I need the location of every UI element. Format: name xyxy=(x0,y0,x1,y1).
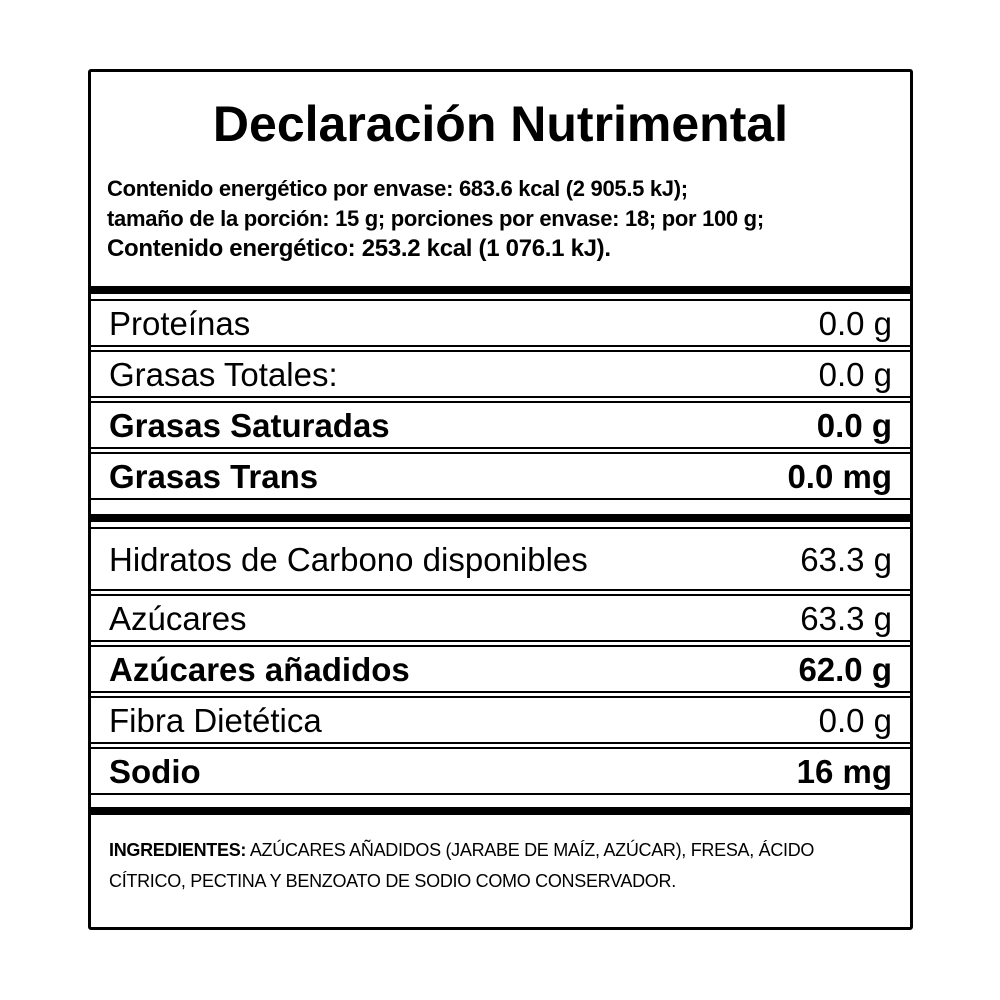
nutrient-value: 0.0 g xyxy=(818,355,892,393)
nutrient-row: Proteínas 0.0 g xyxy=(91,299,910,347)
nutrient-value: 0.0 mg xyxy=(787,457,892,495)
energy-line: tamaño de la porción: 15 g; porciones po… xyxy=(107,206,764,231)
nutrient-value: 0.0 g xyxy=(816,406,892,444)
ingredients-label: INGREDIENTES: xyxy=(109,840,247,860)
label-title: Declaración Nutrimental xyxy=(212,96,789,152)
nutrition-label: Declaración Nutrimental Contenido energé… xyxy=(88,69,913,930)
nutrient-name: Sodio xyxy=(109,752,201,790)
ingredients-section: INGREDIENTES: AZÚCARES AÑADIDOS (JARABE … xyxy=(91,815,910,897)
divider-bar xyxy=(91,514,910,522)
nutrients-section-carbs: Hidratos de Carbono disponibles 63.3 g A… xyxy=(91,527,910,795)
divider-bar xyxy=(91,286,910,294)
nutrient-row: Azúcares añadidos 62.0 g xyxy=(91,645,910,693)
nutrient-name: Azúcares añadidos xyxy=(109,650,410,688)
nutrient-value: 63.3 g xyxy=(800,540,892,578)
nutrient-value: 0.0 g xyxy=(818,304,892,342)
nutrient-value: 62.0 g xyxy=(798,650,892,688)
nutrient-name: Azúcares xyxy=(109,599,247,637)
divider-bar xyxy=(91,807,910,815)
nutrient-name: Hidratos de Carbono disponibles xyxy=(109,540,588,578)
nutrient-value: 16 mg xyxy=(796,752,892,790)
energy-line: Contenido energético por envase: 683.6 k… xyxy=(107,176,688,201)
nutrient-name: Grasas Totales: xyxy=(109,355,338,393)
nutrient-row: Grasas Saturadas 0.0 g xyxy=(91,401,910,449)
nutrient-row: Fibra Dietética 0.0 g xyxy=(91,696,910,744)
energy-summary: Contenido energético por envase: 683.6 k… xyxy=(91,174,910,264)
ingredients-text: AZÚCARES AÑADIDOS (JARABE DE MAÍZ, AZÚCA… xyxy=(109,840,815,891)
nutrient-row: Sodio 16 mg xyxy=(91,747,910,795)
nutrient-row: Grasas Trans 0.0 mg xyxy=(91,452,910,500)
nutrient-row: Grasas Totales: 0.0 g xyxy=(91,350,910,398)
nutrient-row: Hidratos de Carbono disponibles 63.3 g xyxy=(91,527,910,591)
energy-line: Contenido energético: 253.2 kcal (1 076.… xyxy=(107,235,611,262)
nutrient-row: Azúcares 63.3 g xyxy=(91,594,910,642)
nutrient-name: Grasas Saturadas xyxy=(109,406,390,444)
nutrient-value: 0.0 g xyxy=(818,701,892,739)
nutrient-name: Proteínas xyxy=(109,304,251,342)
nutrient-name: Fibra Dietética xyxy=(109,701,322,739)
nutrient-name: Grasas Trans xyxy=(109,457,319,495)
nutrients-section-fats: Proteínas 0.0 g Grasas Totales: 0.0 g Gr… xyxy=(91,299,910,500)
nutrient-value: 63.3 g xyxy=(800,599,892,637)
